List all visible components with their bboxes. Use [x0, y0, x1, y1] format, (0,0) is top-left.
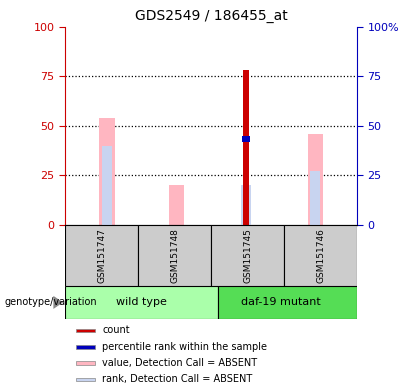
Bar [102, 146, 112, 225]
Bar [307, 134, 323, 225]
Text: daf-19 mutant: daf-19 mutant [241, 297, 320, 308]
Bar [76, 329, 95, 332]
Bar [76, 361, 95, 365]
Text: rank, Detection Call = ABSENT: rank, Detection Call = ABSENT [102, 374, 252, 384]
Bar [211, 225, 284, 286]
Text: GSM151748: GSM151748 [170, 228, 179, 283]
Text: GSM151747: GSM151747 [97, 228, 106, 283]
Bar [138, 225, 211, 286]
Polygon shape [53, 296, 63, 309]
Text: value, Detection Call = ABSENT: value, Detection Call = ABSENT [102, 358, 257, 368]
Text: count: count [102, 326, 130, 336]
Bar [241, 185, 251, 225]
Text: wild type: wild type [116, 297, 167, 308]
Bar [310, 171, 320, 225]
Bar [65, 286, 218, 319]
Text: GSM151745: GSM151745 [243, 228, 252, 283]
Bar [76, 345, 95, 349]
Bar [168, 185, 184, 225]
Bar [76, 377, 95, 381]
Text: genotype/variation: genotype/variation [4, 297, 97, 307]
Bar [99, 118, 115, 225]
Text: GSM151746: GSM151746 [316, 228, 325, 283]
Bar [65, 225, 138, 286]
Bar [242, 136, 250, 142]
Text: percentile rank within the sample: percentile rank within the sample [102, 342, 267, 352]
Bar [284, 225, 357, 286]
Bar [243, 70, 249, 225]
Title: GDS2549 / 186455_at: GDS2549 / 186455_at [135, 9, 287, 23]
Bar [218, 286, 357, 319]
